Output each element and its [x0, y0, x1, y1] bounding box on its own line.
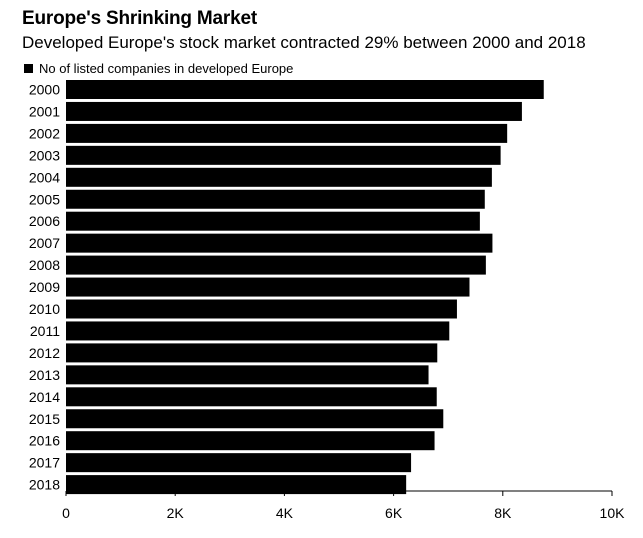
y-tick-label-2001: 2001	[29, 103, 60, 119]
chart-legend: No of listed companies in developed Euro…	[24, 61, 293, 76]
y-tick-label-2018: 2018	[29, 477, 60, 493]
y-tick-label-2008: 2008	[29, 257, 60, 273]
y-tick-label-2007: 2007	[29, 235, 60, 251]
bar-2002	[66, 123, 508, 143]
bar-2018	[66, 475, 407, 495]
x-tick-label-8K: 8K	[494, 505, 512, 521]
bar-2012	[66, 343, 438, 363]
bar-2006	[66, 211, 480, 231]
y-tick-label-2010: 2010	[29, 301, 60, 317]
y-tick-label-2005: 2005	[29, 191, 60, 207]
legend-label: No of listed companies in developed Euro…	[39, 61, 294, 76]
bar-2017	[66, 453, 412, 473]
legend-swatch	[24, 64, 33, 73]
bar-2014	[66, 387, 437, 407]
x-tick-label-10K: 10K	[600, 505, 626, 521]
y-tick-label-2011: 2011	[30, 323, 60, 339]
y-tick-label-2017: 2017	[29, 455, 60, 471]
bar-2008	[66, 255, 486, 275]
bar-2015	[66, 409, 444, 429]
bar-2007	[66, 233, 493, 253]
y-tick-label-2004: 2004	[29, 169, 60, 185]
bar-2010	[66, 299, 457, 319]
bar-2000	[66, 80, 544, 99]
y-tick-label-2015: 2015	[29, 411, 60, 427]
bar-2003	[66, 145, 501, 165]
y-tick-label-2012: 2012	[29, 345, 60, 361]
bar-2005	[66, 189, 485, 209]
x-tick-label-0: 0	[62, 505, 70, 521]
x-tick-label-6K: 6K	[385, 505, 403, 521]
bar-2004	[66, 167, 492, 187]
bar-2009	[66, 277, 470, 297]
chart-title: Europe's Shrinking Market	[22, 8, 257, 29]
y-tick-label-2000: 2000	[29, 82, 60, 98]
bar-2011	[66, 321, 450, 341]
y-tick-label-2016: 2016	[29, 433, 60, 449]
y-tick-label-2002: 2002	[29, 125, 60, 141]
bar-2013	[66, 365, 429, 385]
x-tick-label-2K: 2K	[167, 505, 185, 521]
y-tick-label-2006: 2006	[29, 213, 60, 229]
y-tick-label-2009: 2009	[29, 279, 60, 295]
y-tick-label-2013: 2013	[29, 367, 60, 383]
y-tick-label-2014: 2014	[29, 389, 60, 405]
y-tick-label-2003: 2003	[29, 147, 60, 163]
x-tick-label-4K: 4K	[276, 505, 294, 521]
bar-2001	[66, 101, 522, 121]
chart-subtitle: Developed Europe's stock market contract…	[22, 33, 586, 52]
bar-2016	[66, 431, 435, 451]
